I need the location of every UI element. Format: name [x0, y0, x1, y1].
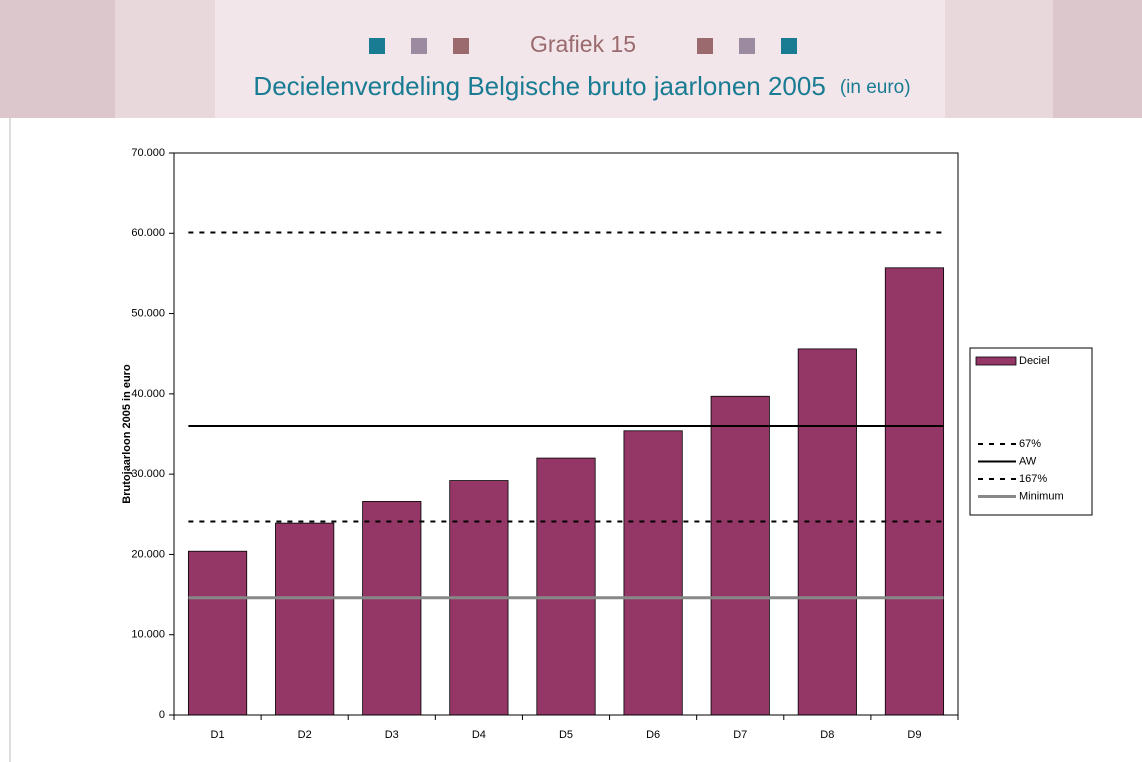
y-tick-label: 50.000 [131, 307, 165, 319]
bar [362, 501, 422, 716]
x-tick-label: D7 [733, 729, 747, 741]
header-square [453, 38, 469, 54]
legend-label: Minimum [1019, 490, 1064, 502]
x-tick-label: D8 [820, 729, 834, 741]
x-tick-label: D5 [559, 729, 573, 741]
header-square [697, 38, 713, 54]
x-tick-label: D4 [472, 729, 486, 741]
y-tick-label: 10.000 [131, 629, 165, 641]
x-tick-label: D9 [907, 729, 921, 741]
bar [797, 348, 857, 716]
bar [710, 395, 770, 716]
x-tick-label: D3 [385, 729, 399, 741]
plot-frame [173, 152, 959, 716]
y-tick-label: 30.000 [131, 468, 165, 480]
subtitle-note: (in euro) [840, 77, 911, 98]
y-tick-label: 0 [159, 709, 165, 721]
y-tick-label: 60.000 [131, 227, 165, 239]
header-square [369, 38, 385, 54]
bar [623, 430, 683, 716]
header-square [739, 38, 755, 54]
y-tick-label: 40.000 [131, 388, 165, 400]
header-panel [215, 0, 945, 118]
header-panel [945, 0, 1053, 118]
y-axis-title: Brutojaarloon 2005 in euro [121, 364, 133, 504]
chart-title: Grafiek 15 [530, 31, 636, 57]
bar [187, 550, 248, 716]
legend-label: AW [1019, 455, 1037, 467]
legend-label: 67% [1019, 438, 1041, 450]
x-tick-label: D2 [298, 729, 312, 741]
x-tick-label: D6 [646, 729, 660, 741]
y-tick-label: 70.000 [131, 147, 165, 159]
x-tick-label: D1 [211, 729, 225, 741]
header-panel [115, 0, 215, 118]
bar [884, 267, 945, 716]
bar [275, 522, 335, 716]
bar [536, 457, 596, 716]
subtitle-main: Decielenverdeling Belgische bruto jaarlo… [253, 71, 825, 101]
legend-label: 167% [1019, 473, 1047, 485]
legend-swatch [975, 356, 1017, 366]
chart-subtitle: Decielenverdeling Belgische bruto jaarlo… [253, 71, 910, 101]
header-square [781, 38, 797, 54]
legend-box [969, 347, 1093, 516]
y-tick-label: 20.000 [131, 548, 165, 560]
header-square [411, 38, 427, 54]
legend-label: Deciel [1019, 355, 1050, 367]
